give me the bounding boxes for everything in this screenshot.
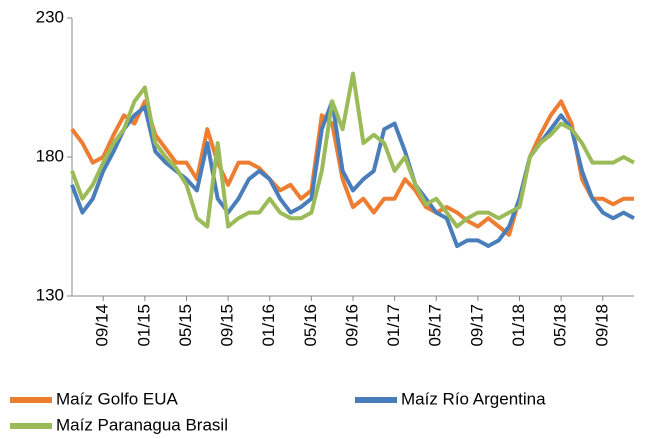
series-line (70, 99, 634, 237)
legend-label: Maíz Golfo EUA (56, 389, 179, 408)
x-tick-label: 09/18 (592, 304, 611, 347)
x-tick-label: 09/17 (467, 304, 486, 347)
x-tick-label: 05/15 (176, 304, 195, 347)
x-tick-label: 01/18 (509, 304, 528, 347)
x-tick-label: 01/16 (259, 304, 278, 347)
legend-label: Maíz Río Argentina (401, 389, 546, 408)
x-tick-label: 05/18 (551, 304, 570, 347)
x-tick-label: 09/14 (93, 304, 112, 347)
series-line (70, 71, 635, 229)
x-tick-label: 09/16 (342, 304, 361, 347)
x-tick-label: 01/15 (134, 304, 153, 347)
x-tick-label: 01/17 (384, 304, 403, 347)
y-tick-label: 130 (36, 285, 64, 304)
x-tick-label: 05/16 (301, 304, 320, 347)
series-line (70, 99, 635, 248)
x-tick-label: 05/17 (426, 304, 445, 347)
y-tick-label: 180 (36, 146, 64, 165)
x-tick-label: 09/15 (218, 304, 237, 347)
legend-label: Maíz Paranagua Brasil (56, 415, 228, 434)
y-tick-label: 230 (36, 7, 64, 26)
